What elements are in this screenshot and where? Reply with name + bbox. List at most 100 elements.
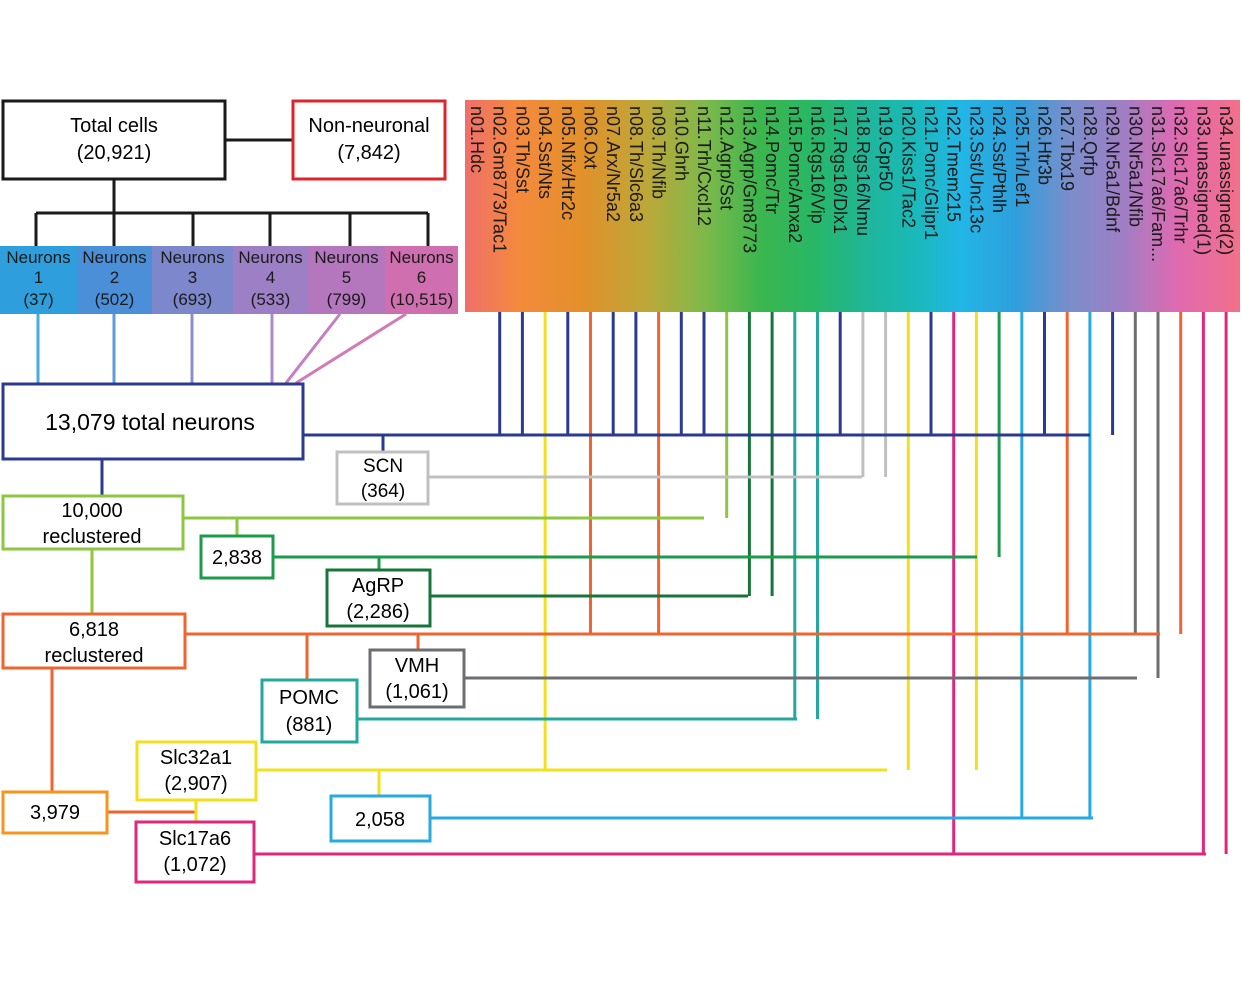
neuron-group-links [36,312,407,385]
cluster-labels: n01.Hdc n02.Gm8773/Tac1 n03.Th/Sst n04.Sst/… [467,106,1236,262]
neuron-groups: Neurons1(37)Neurons2(502)Neurons3(693)Ne… [0,246,458,314]
neuron-group-count: (799) [327,290,367,309]
neuron-group-count: (533) [251,290,291,309]
cluster-label-34: n34.unassigned(2) [1216,106,1236,255]
cluster-3979-label: 3,979 [30,802,80,824]
neuron-group-count: (502) [95,290,135,309]
cluster-label-13: n13.Agrp/Gm8773 [739,106,759,253]
neuron-group-number: 1 [34,268,43,287]
reclustered-6818-count: 6,818 [69,619,119,641]
neuron-group-number: 2 [110,268,119,287]
vmh-label: VMH [395,655,439,677]
cluster-label-24: n24.Sst/Pthlh [989,106,1009,213]
cluster-label-4: n04.Sst/Nts [535,106,555,199]
vmh-count: (1,061) [385,681,448,703]
reclustered-10000-label: reclustered [43,526,142,548]
non-neuronal-label: Non-neuronal [308,115,429,137]
neuron-group-label: Neurons [389,248,453,267]
slc17a6-count: (1,072) [163,854,226,876]
non-neuronal-box: Non-neuronal (7,842) [291,99,447,181]
agrp-count: (2,286) [346,601,409,623]
cluster-label-20: n20.Kiss1/Tac2 [898,106,918,228]
neuron-group-tree [34,179,430,246]
cluster-label-30: n30.Nr5a1/Nfib [1125,106,1145,227]
non-neuronal-count: (7,842) [337,142,400,164]
cluster-label-14: n14.Pomc/Ttr [762,106,782,214]
cluster-connector-lines [498,312,1228,854]
cluster-label-15: n15.Pomc/Anxa2 [785,106,805,243]
cluster-label-12: n12.Agrp/Sst [717,106,737,210]
cluster-label-32: n32.Slc17a6/Trhr [1171,106,1191,243]
slc32a1-count: (2,907) [164,773,227,795]
total-cells-label: Total cells [70,115,158,137]
slc32a1-label: Slc32a1 [160,747,232,769]
cluster-2838-box: 2,838 [199,534,275,580]
cluster-label-10: n10.Ghrh [671,106,691,181]
pomc-label: POMC [279,687,339,709]
cluster-color-band [465,100,1240,312]
cluster-label-25: n25.Trh/Lef1 [1012,106,1032,207]
neuron-group-label: Neurons [82,248,146,267]
cluster-label-26: n26.Htr3b [1035,106,1055,185]
agrp-box: AgRP (2,286) [325,568,432,628]
cluster-label-27: n27.Tbx19 [1057,106,1077,191]
reclustered-6818-box: 6,818 reclustered [1,612,187,670]
neuron-group-label: Neurons [160,248,224,267]
agrp-label: AgRP [352,575,404,597]
neuron-group-label: Neurons [6,248,70,267]
pomc-box: POMC (881) [260,678,359,744]
neuron-group-count: (37) [23,290,53,309]
total-neurons-box: 13,079 total neurons [1,382,305,461]
slc17a6-label: Slc17a6 [159,828,231,850]
cluster-3979-box: 3,979 [1,790,109,835]
cluster-label-17: n17.Rgs16/Dlx1 [830,106,850,234]
cluster-label-2: n02.Gm8773/Tac1 [490,106,510,253]
vmh-box: VMH (1,061) [368,648,466,709]
cluster-label-33: n33.unassigned(1) [1193,106,1213,255]
slc32a1-box: Slc32a1 (2,907) [135,740,258,802]
cluster-label-7: n07.Arx/Nr5a2 [603,106,623,222]
reclustered-10000-box: 10,000 reclustered [1,494,185,551]
cluster-label-11: n11.Trh/Cxcl12 [694,106,714,226]
cluster-label-8: n08.Th/Slc6a3 [626,106,646,222]
total-cells-box: Total cells (20,921) [1,99,227,181]
reclustered-6818-label: reclustered [45,645,144,667]
slc17a6-box: Slc17a6 (1,072) [134,820,256,884]
cluster-2838-label: 2,838 [212,547,262,569]
cluster-label-1: n01.Hdc [467,106,487,173]
cluster-label-18: n18.Rgs16/Nmu [853,106,873,236]
scn-box: SCN (364) [335,450,430,506]
total-cells-count: (20,921) [77,142,152,164]
neuron-group-label: Neurons [314,248,378,267]
cluster-2058-box: 2,058 [329,794,432,843]
cluster-label-22: n22.Tmem215 [944,106,964,222]
cluster-label-9: n09.Th/Nfib [649,106,669,199]
neuron-group-count: (693) [173,290,213,309]
cluster-label-23: n23.Sst/Unc13c [966,106,986,233]
cluster-label-29: n29.Nr5a1/Bdnf [1103,106,1123,233]
neuron-group-count: (10,515) [390,290,453,309]
cluster-label-3: n03.Th/Sst [512,106,532,193]
cluster-label-21: n21.Pomc/Glipr1 [921,106,941,240]
neuron-group-number: 4 [266,268,275,287]
cluster-label-6: n06.Oxt [581,106,601,169]
total-neurons-label: 13,079 total neurons [45,409,255,435]
neuron-group-label: Neurons [238,248,302,267]
cluster-label-28: n28.Qrfp [1080,106,1100,176]
neuron-group-number: 3 [188,268,197,287]
pomc-count: (881) [286,714,333,736]
neuron-group-number: 5 [342,268,351,287]
scn-count: (364) [361,481,405,502]
connector-paths [50,433,1206,856]
neuron-group-number: 6 [417,268,426,287]
cluster-label-31: n31.Slc17a6/Fam... [1148,106,1168,262]
cluster-label-5: n05.Nfix/Htr2c [558,106,578,220]
cluster-label-19: n19.Gpr50 [876,106,896,191]
